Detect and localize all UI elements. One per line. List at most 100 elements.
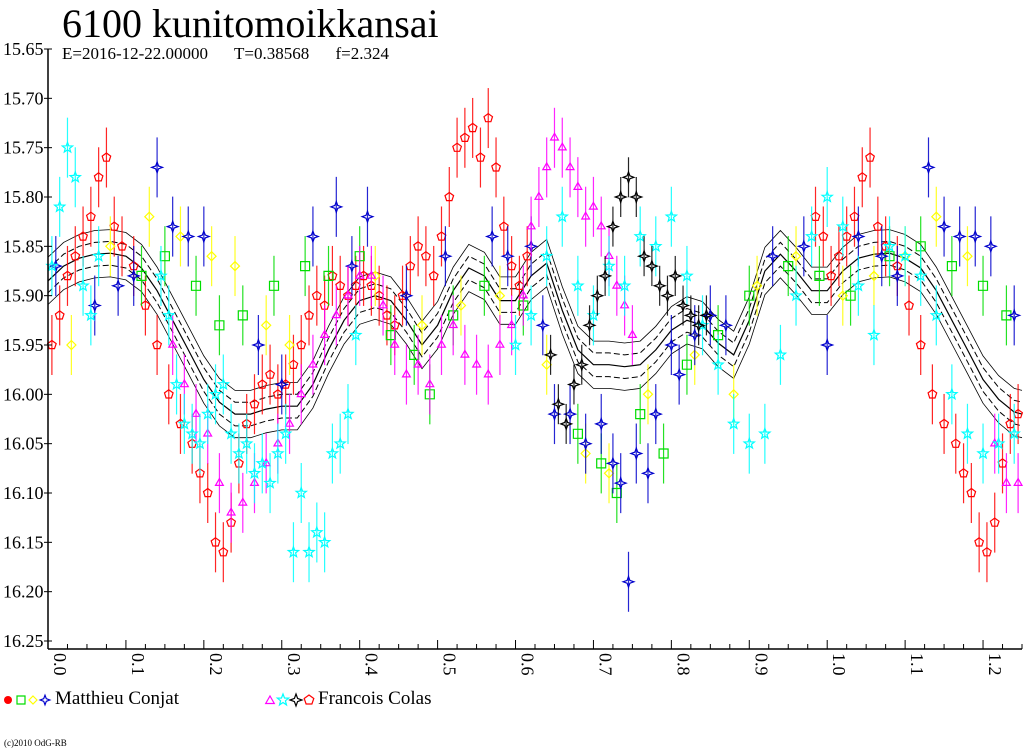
data-point — [459, 132, 470, 142]
x-tick-label: 1.0 — [829, 653, 849, 676]
data-point — [945, 387, 959, 401]
data-point — [491, 162, 502, 172]
data-point — [193, 436, 207, 450]
data-point — [68, 170, 83, 184]
data-point — [597, 268, 613, 284]
legend-marker-red-pentagon — [303, 694, 315, 705]
data-point — [169, 377, 184, 391]
legend-marker-red-dot — [4, 696, 12, 704]
data-point — [389, 339, 400, 348]
data-point — [335, 280, 346, 290]
legend-marker-black-star — [288, 692, 304, 708]
data-point — [66, 339, 77, 351]
data-point — [284, 339, 295, 351]
data-point — [582, 318, 597, 333]
data-point — [378, 299, 389, 309]
data-point — [190, 280, 202, 291]
y-tick-label: 15.65 — [3, 39, 44, 59]
data-point — [758, 426, 772, 440]
data-point — [903, 300, 915, 310]
series-0 — [46, 88, 1024, 583]
data-point — [161, 308, 176, 322]
data-point — [611, 280, 622, 289]
x-tick-label: 0.3 — [284, 653, 304, 676]
data-point — [946, 261, 957, 272]
data-point — [872, 221, 883, 231]
data-point — [658, 448, 669, 459]
data-point — [249, 398, 260, 409]
data-point — [438, 248, 453, 264]
data-point — [518, 290, 529, 299]
data-point — [1007, 426, 1021, 440]
data-point — [191, 408, 201, 417]
data-point — [331, 309, 342, 319]
data-point — [526, 220, 537, 230]
y-tick-label: 15.80 — [3, 187, 44, 207]
data-point — [915, 241, 926, 252]
data-point — [555, 209, 570, 223]
data-point — [354, 251, 365, 262]
data-point — [251, 337, 266, 353]
data-point — [459, 349, 470, 358]
data-point — [143, 211, 155, 223]
data-point — [265, 369, 276, 379]
data-point — [405, 260, 416, 271]
data-point — [274, 377, 289, 392]
data-point — [60, 140, 75, 154]
data-point — [194, 468, 205, 478]
data-point — [596, 458, 607, 469]
y-tick-label: 15.85 — [3, 236, 44, 256]
legend-observer-1: Matthieu Conjat — [55, 688, 180, 709]
x-tick-label: 0.8 — [673, 653, 693, 676]
data-point — [311, 290, 322, 300]
data-point — [284, 418, 295, 427]
data-point — [500, 249, 515, 264]
y-tick-label: 16.15 — [3, 532, 44, 552]
data-point — [962, 250, 973, 262]
data-point — [444, 191, 455, 202]
data-point — [691, 318, 706, 333]
data-point — [84, 308, 98, 322]
data-point — [420, 250, 431, 261]
data-point — [261, 457, 272, 467]
copyright-text: (c)2010 OdG-RB — [4, 738, 67, 748]
data-point — [627, 329, 638, 338]
data-point — [571, 278, 585, 292]
series-3 — [48, 137, 1022, 612]
data-point — [62, 270, 73, 281]
series-6 — [543, 157, 714, 444]
data-point — [541, 359, 553, 371]
data-point — [1006, 308, 1022, 323]
data-point — [533, 191, 544, 200]
data-point — [369, 270, 381, 282]
data-point — [989, 438, 1000, 447]
data-point — [333, 436, 347, 450]
data-point — [413, 358, 424, 368]
data-point — [214, 320, 225, 331]
data-point — [950, 438, 961, 448]
data-point — [921, 160, 936, 175]
data-point — [773, 347, 788, 361]
data-point — [621, 574, 636, 590]
data-point — [672, 367, 687, 382]
data-point — [890, 268, 905, 284]
data-point — [498, 221, 509, 231]
data-point — [565, 161, 576, 171]
data-point — [913, 268, 928, 282]
data-point — [664, 337, 679, 353]
data-point — [401, 368, 412, 378]
data-point — [718, 318, 734, 333]
data-point — [237, 497, 248, 506]
data-point — [819, 337, 835, 353]
chart-subtitle: E=2016-12-22.00000 T=0.38568 f=2.324 — [62, 44, 411, 64]
data-point — [218, 546, 229, 557]
data-point — [436, 339, 447, 348]
data-point — [687, 327, 702, 343]
data-point — [226, 506, 237, 516]
axes-group: 15.65 15.70 15.75 15.80 15.85 15.90 15.95 16.00… — [3, 39, 1023, 676]
data-point — [796, 239, 811, 254]
legend-marker-yellow-diamond — [28, 695, 38, 705]
data-point — [977, 280, 989, 291]
data-point — [648, 239, 663, 253]
